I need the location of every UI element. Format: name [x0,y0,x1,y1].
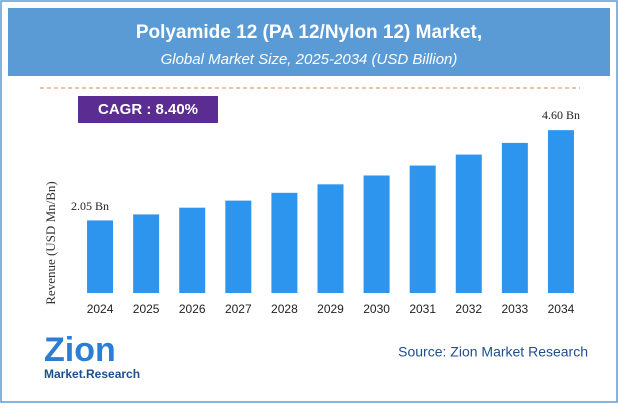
x-tick-label: 2027 [225,302,252,316]
bar [225,200,252,293]
bar [87,220,114,293]
bar [133,214,160,293]
x-tick-label: 2034 [548,302,575,316]
cagr-box [78,96,218,123]
bar [501,142,528,293]
bar [455,154,482,293]
bar [271,192,298,293]
x-tick-label: 2028 [271,302,298,316]
chart-subtitle: Global Market Size, 2025-2034 (USD Billi… [161,51,458,68]
logo-tagline: Market.Research [44,367,140,381]
logo-name: Zion [44,331,116,369]
bar [179,207,206,293]
y-axis-label: Revenue (USD Mn/Bn) [43,181,58,305]
x-tick-label: 2026 [179,302,206,316]
source: Source: Zion Market Research [398,344,588,360]
x-tick-label: 2031 [409,302,436,316]
x-tick-label: 2025 [133,302,160,316]
x-tick-label: 2024 [87,302,114,316]
header-band [8,8,610,76]
bar [363,175,390,293]
x-tick-label: 2030 [363,302,390,316]
cagr-text: CAGR : 8.40% [98,101,198,118]
bar [547,130,574,293]
value-label: 4.60 Bn [542,108,580,122]
x-tick-label: 2033 [502,302,529,316]
value-label: 2.05 Bn [71,199,109,213]
bar [409,165,436,293]
x-tick-label: 2032 [455,302,482,316]
bar [317,184,344,293]
chart-title: Polyamide 12 (PA 12/Nylon 12) Market, [136,22,482,43]
x-tick-label: 2029 [317,302,344,316]
